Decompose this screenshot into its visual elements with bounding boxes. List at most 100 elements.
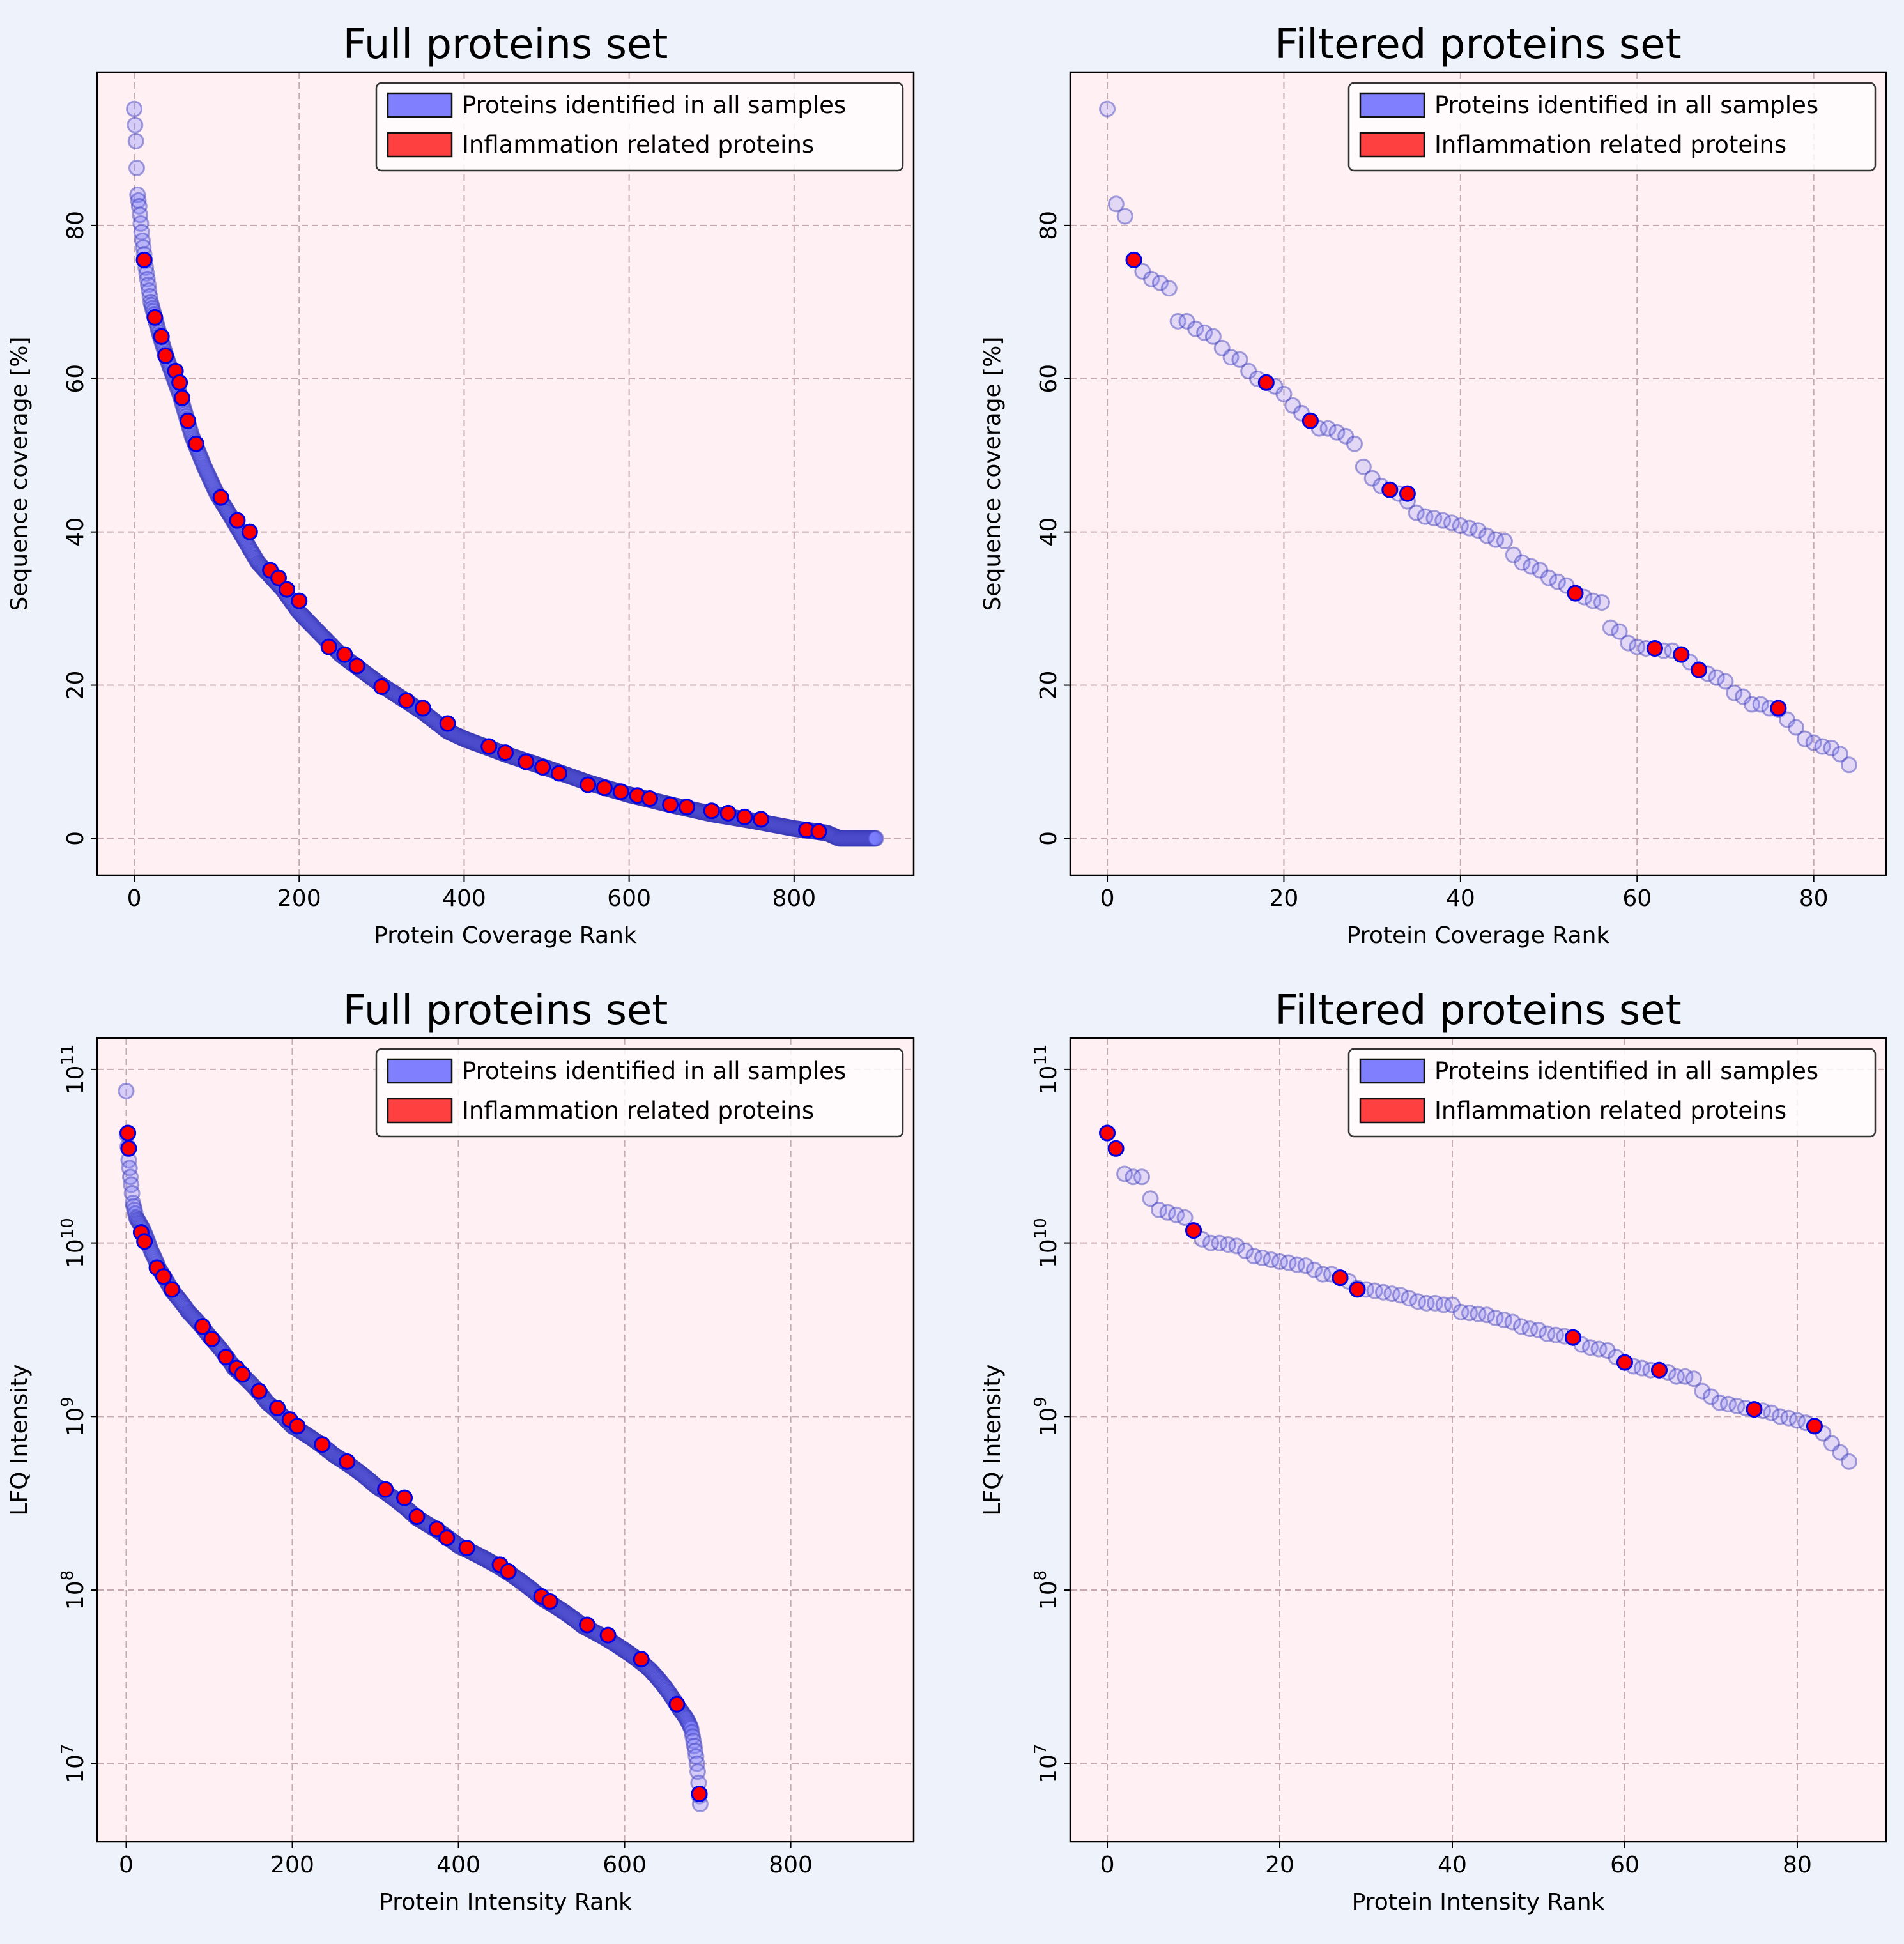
point-all-proteins: [1178, 312, 1195, 330]
point-all-proteins: [843, 830, 861, 847]
y-axis-label: LFQ Intensity: [6, 1364, 33, 1515]
point-all-proteins: [1408, 504, 1425, 521]
point-all-proteins: [519, 1577, 536, 1595]
point-all-proteins: [560, 1606, 577, 1623]
x-tick-label: 400: [436, 1852, 480, 1878]
point-all-proteins: [299, 612, 316, 629]
point-all-proteins: [300, 1428, 318, 1445]
point-inflammation: [291, 592, 308, 609]
x-tick-label: 0: [1100, 885, 1115, 912]
point-all-proteins: [133, 224, 150, 241]
point-all-proteins: [682, 1720, 700, 1737]
point-all-proteins: [141, 282, 158, 299]
y-tick-label: 1010: [58, 1218, 89, 1268]
point-all-proteins: [852, 830, 869, 847]
point-inflammation: [703, 802, 720, 820]
plot-area: [97, 1038, 914, 1842]
point-all-proteins: [617, 1642, 634, 1660]
point-inflammation: [171, 374, 188, 391]
point-all-proteins: [358, 1470, 376, 1487]
point-all-proteins: [296, 609, 314, 627]
y-axis-label: LFQ Intensity: [979, 1364, 1006, 1515]
point-all-proteins: [866, 830, 883, 847]
point-all-proteins: [1435, 1296, 1452, 1313]
point-all-proteins: [1685, 1370, 1702, 1388]
point-all-proteins: [298, 611, 315, 629]
point-all-proteins: [833, 830, 850, 847]
point-all-proteins: [831, 830, 848, 847]
point-all-proteins: [181, 1305, 199, 1322]
y-tick-label: 109: [58, 1397, 89, 1436]
x-tick-label: 200: [270, 1852, 314, 1878]
legend-label: Proteins identified in all samples: [1434, 1057, 1818, 1085]
point-all-proteins: [1306, 1261, 1323, 1278]
point-all-proteins: [1443, 514, 1461, 532]
chart-title-coverage-full: Full proteins set: [343, 21, 668, 68]
point-all-proteins: [179, 1302, 196, 1319]
point-all-proteins: [1823, 739, 1840, 756]
point-all-proteins: [126, 100, 143, 118]
series-inflammation: [119, 1124, 708, 1802]
point-all-proteins: [1694, 1382, 1711, 1400]
point-all-proteins: [1599, 1342, 1616, 1359]
point-all-proteins: [139, 270, 156, 287]
legend-label: Inflammation related proteins: [462, 131, 814, 158]
point-inflammation: [270, 569, 287, 586]
panel-coverage-full: 0 200 400 600 800 0 20 40 60 80 Full proteins set P…: [6, 21, 915, 949]
point-all-proteins: [1629, 638, 1646, 655]
point-all-proteins: [1275, 385, 1293, 402]
point-all-proteins: [129, 186, 146, 203]
point-all-proteins: [1539, 1325, 1556, 1342]
point-all-proteins: [680, 1716, 698, 1733]
point-all-proteins: [123, 1176, 140, 1193]
point-all-proteins: [1611, 623, 1628, 640]
point-all-proteins: [143, 1244, 160, 1261]
point-all-proteins: [1319, 420, 1337, 437]
point-all-proteins: [1134, 263, 1151, 280]
point-all-proteins: [775, 818, 792, 835]
point-all-proteins: [776, 818, 794, 836]
point-all-proteins: [641, 1662, 659, 1679]
point-all-proteins: [565, 1611, 583, 1628]
axes-frame: [1069, 1037, 1887, 1843]
point-inflammation: [595, 779, 613, 797]
point-all-proteins: [1160, 280, 1178, 297]
x-tick-label: 200: [277, 885, 321, 912]
point-all-proteins: [1434, 512, 1452, 529]
point-all-proteins: [858, 830, 875, 847]
point-all-proteins: [1452, 517, 1469, 535]
point-all-proteins: [511, 1572, 528, 1589]
point-all-proteins: [197, 462, 215, 479]
point-all-proteins: [781, 819, 799, 836]
point-all-proteins: [512, 1573, 530, 1590]
point-all-proteins: [1211, 1234, 1228, 1251]
point-all-proteins: [556, 1604, 573, 1621]
point-all-proteins: [323, 1445, 341, 1462]
x-tick-label: 600: [607, 885, 651, 912]
point-all-proteins: [303, 616, 320, 634]
point-all-proteins: [462, 733, 479, 750]
point-all-proteins: [178, 1300, 195, 1317]
point-all-proteins: [1514, 554, 1531, 571]
point-all-proteins: [359, 1471, 376, 1488]
point-all-proteins: [454, 730, 471, 747]
point-inflammation: [1770, 700, 1787, 717]
point-all-proteins: [866, 830, 884, 847]
point-all-proteins: [1735, 688, 1752, 705]
x-axis-label: Protein Coverage Rank: [1347, 922, 1610, 949]
point-all-proteins: [1383, 1285, 1401, 1303]
point-inflammation: [377, 1481, 394, 1498]
point-all-proteins: [127, 116, 144, 134]
legend-label: Proteins identified in all samples: [1434, 91, 1818, 119]
point-all-proteins: [618, 1643, 636, 1660]
point-all-proteins: [683, 1724, 700, 1741]
x-tick-label: 60: [1622, 885, 1652, 912]
x-tick-label: 40: [1446, 885, 1475, 912]
point-inflammation: [1746, 1401, 1763, 1418]
point-all-proteins: [350, 1463, 367, 1480]
point-all-proteins: [608, 1637, 626, 1654]
point-all-proteins: [325, 1446, 342, 1463]
point-all-proteins: [863, 830, 880, 847]
point-inflammation: [336, 646, 353, 663]
point-all-proteins: [859, 830, 876, 847]
